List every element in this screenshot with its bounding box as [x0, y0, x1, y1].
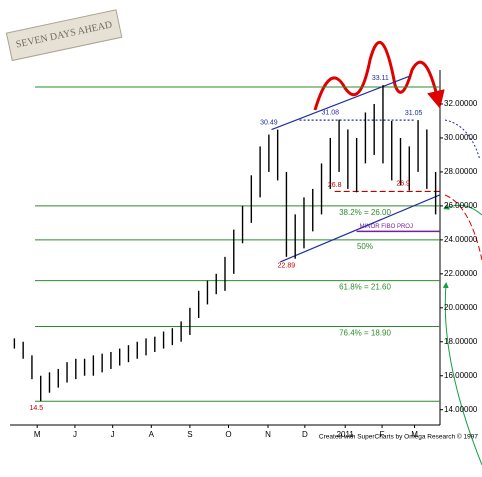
blue-arrow [444, 119, 481, 161]
point-label: 26.8 [328, 182, 342, 189]
fib-label: 50% [357, 242, 373, 251]
y-tick-label: 14.00000 [444, 405, 478, 414]
point-label: 22.89 [278, 263, 296, 270]
y-tick-label: 32.00000 [444, 99, 478, 108]
point-label: 31.05 [405, 110, 423, 117]
green-arrow [443, 204, 482, 216]
x-tick-label: J [111, 430, 115, 439]
y-tick-label: 30.00000 [444, 133, 478, 142]
logo-box [5, 9, 123, 62]
projection-label: MINOR FIBO PROJ [360, 224, 413, 230]
y-tick-label: 16.00000 [444, 371, 478, 380]
x-tick-label: D [302, 430, 308, 439]
fib-label: 61.8% = 21.60 [339, 283, 391, 292]
point-label: 30.49 [260, 119, 278, 126]
x-tick-label: S [187, 430, 192, 439]
point-label: 26.9 [396, 180, 410, 187]
x-tick-label: O [225, 430, 231, 439]
fib-label: 76.4% = 18.90 [339, 329, 391, 338]
red-dashed-arrow [444, 194, 482, 261]
x-tick-label: M [411, 430, 418, 439]
x-tick-label: N [265, 430, 271, 439]
point-label: 33.11 [372, 75, 389, 82]
x-tick-label: F [380, 430, 385, 439]
green-arrow [442, 282, 482, 466]
y-tick-label: 26.00000 [444, 201, 478, 210]
x-tick-label: 2011 [337, 430, 355, 439]
x-tick-label: J [73, 430, 77, 439]
point-label: 31.08 [322, 109, 340, 116]
x-tick-label: A [149, 430, 155, 439]
trendline [280, 194, 441, 263]
fib-label: 38.2% = 26.00 [339, 208, 391, 217]
x-tick-label: M [34, 430, 41, 439]
y-tick-label: 28.00000 [444, 167, 478, 176]
point-label: 14.5 [30, 405, 44, 412]
y-tick-label: 18.00000 [444, 337, 478, 346]
y-tick-label: 22.00000 [444, 269, 478, 278]
trendline [271, 75, 411, 131]
logo: SEVEN DAYS AHEAD [5, 9, 123, 62]
footer: Created with SuperCharts by Omega Resear… [319, 433, 478, 441]
pattern-curve [313, 40, 445, 111]
y-tick-label: 20.00000 [444, 303, 478, 312]
y-tick-label: 24.00000 [444, 235, 478, 244]
